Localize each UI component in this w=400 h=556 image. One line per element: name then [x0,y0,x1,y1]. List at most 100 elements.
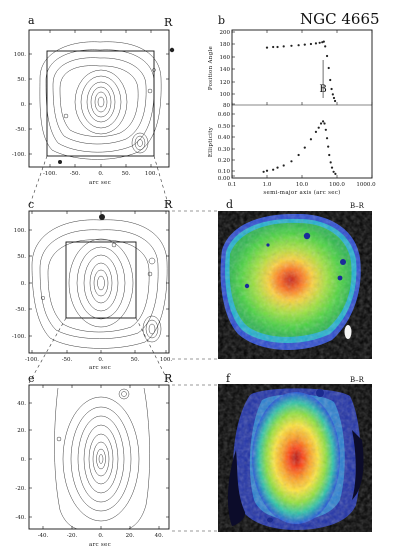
x-tick-label: 50. [131,357,140,363]
x-tick-label: 100. [160,357,172,363]
figure-title: NGC 4665 [300,10,380,28]
panel-e-letter: e [28,372,35,385]
data-point [303,146,306,149]
panel-e: e R 40. 20. 0. -20. -40. -40. -20. [15,372,173,548]
data-point [325,137,329,140]
color-map-f [218,384,372,532]
y-tick-label: 160 [220,55,231,61]
data-point [332,96,336,100]
panel-c-y-tick-labels: 100. 50. 0. -50. -100. [12,228,26,340]
data-point [276,45,279,49]
panel-a-x-axis-label: arc sec [89,180,111,186]
data-point [322,40,325,43]
y-tick-label: 0. [21,281,26,287]
y-tick-label: 20. [17,428,26,434]
panel-a-band: R [164,16,173,29]
y-tick-label: -50. [15,307,26,313]
y-tick-label: -100. [12,152,26,158]
x-tick-label: -100. [43,171,57,177]
color-map-d [218,211,372,359]
panel-c-contours [31,219,168,349]
data-point [265,46,269,49]
ellipticity-series [262,120,337,175]
data-point [282,45,285,48]
data-point [297,44,300,47]
y-tick-label: 140 [220,67,231,73]
panel-e-ticks [29,385,169,529]
y-tick-label: -20. [15,486,26,492]
data-point [318,41,321,44]
y-tick-label: 100. [14,228,26,234]
data-point [328,153,331,157]
panel-e-frame [28,384,170,530]
panel-c-letter: c [28,198,34,211]
data-point [324,128,327,131]
y-tick-label: 100 [220,92,231,98]
position-angle-series [265,40,337,103]
data-point [334,172,337,175]
y-tick-label: 0.60 [218,112,231,118]
data-point [272,168,275,171]
zoom-connector [28,317,67,384]
panel-c-band: R [164,198,173,211]
data-point [309,138,313,141]
zoom-connector [153,155,170,208]
x-tick-label: 0. [98,171,103,177]
star-marker [169,47,175,53]
y-tick-label: -50. [15,127,26,133]
x-tick-label: -50. [70,171,81,177]
y-tick-label: 0.30 [218,147,231,153]
data-point [327,145,330,148]
panel-a-frame [28,29,170,168]
panel-c: c R 100. 50. 0. -50. [12,198,173,371]
panel-a-zoom-box [46,50,155,157]
panel-b-x-tick-labels: 0.1 1.0 10.0 100.0 1000.0 [228,182,376,188]
data-point [290,160,293,163]
y-tick-label: 100. [14,52,26,58]
panel-b-ticks [231,30,373,178]
y-tick-label: 80 [223,103,230,109]
panel-d: d B–R [218,198,372,359]
data-point [290,44,293,47]
data-point [321,120,325,123]
y-tick-label: 0.50 [218,124,231,130]
panel-e-y-tick-labels: 40. 20. 0. -20. -40. [15,401,26,521]
panel-c-x-axis-label: arc sec [89,365,111,371]
data-point [324,45,327,48]
data-point [333,99,337,103]
star-marker [99,214,105,220]
panel-a-contours [39,41,162,160]
data-point [319,122,323,125]
panel-b-bottom-y-tick-labels: 0.60 0.50 0.40 0.30 0.20 0.10 0.00 [218,112,231,182]
x-tick-label: 50. [122,171,131,177]
y-tick-label: 40. [17,401,26,407]
panel-a: a R 100. 50. 0. -50. [12,14,175,186]
data-point [330,87,333,91]
panel-b-x-axis-label: semi-major axis (arc sec) [263,189,340,196]
bar-label: B [319,84,326,95]
y-tick-label: 50. [17,254,26,260]
data-point [317,126,320,129]
panel-f-band: B–R [350,376,365,384]
y-tick-label: 0.20 [218,158,231,164]
y-tick-label: 0. [21,102,26,108]
y-tick-label: 200 [220,30,231,36]
x-tick-label: -40. [38,533,49,539]
panel-f: f B–R [218,372,372,532]
panel-e-contours [54,387,150,530]
data-point [327,66,330,70]
data-point [282,164,285,167]
data-point [276,166,279,169]
panel-b: b NGC 4665 B 200 180 160 140 120 100 80 … [208,10,380,196]
data-point [297,153,300,157]
x-tick-label: 40. [155,533,164,539]
panel-a-x-tick-labels: -100. -50. 0. 50. 100. [43,171,157,177]
data-point [323,122,326,125]
panel-d-band: B–R [350,202,365,210]
panel-c-ticks [29,211,169,353]
x-tick-label: 100. [145,171,157,177]
data-point [332,170,335,173]
panel-a-ticks [29,30,169,167]
